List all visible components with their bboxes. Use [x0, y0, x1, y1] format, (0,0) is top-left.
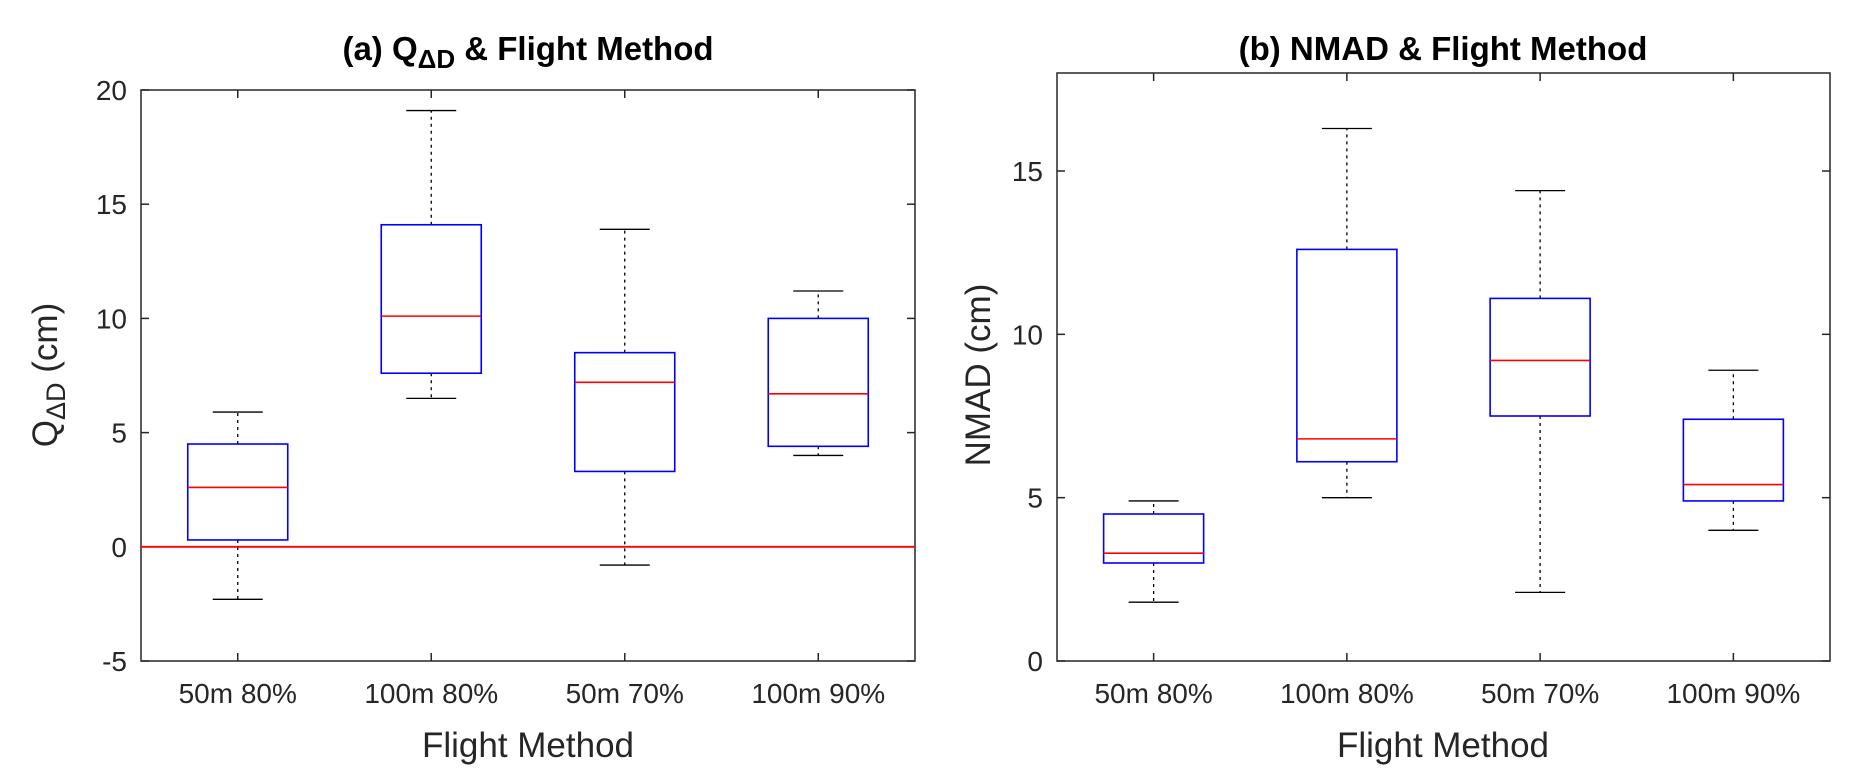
panel-b-title: (b) NMAD & Flight Method — [1239, 30, 1648, 67]
panel-a-boxes — [186, 109, 870, 600]
panel-b-y-tick-label-3: 15 — [1012, 156, 1043, 187]
panel-a-iqr-box-0 — [186, 443, 289, 541]
panel-a-x-ticks: 50m 80% 100m 80% 50m 70% 100m 90% — [179, 90, 885, 709]
panel-a-box-1 — [380, 109, 483, 399]
panel-a-x-tick-label-3: 100m 90% — [751, 678, 885, 709]
panel-a-y-ticks: -5 0 5 10 15 20 — [96, 75, 915, 677]
panel-a-title: (a) QΔD & Flight Method — [342, 30, 713, 74]
panel-b-x-tick-label-1: 100m 80% — [1280, 678, 1414, 709]
panel-a-y-tick-label-5: 20 — [96, 75, 127, 106]
panel-a-y-tick-label-3: 10 — [96, 303, 127, 334]
panel-a-x-axis-label: Flight Method — [422, 726, 634, 765]
panel-b-x-axis-label: Flight Method — [1337, 726, 1549, 765]
panel-b-boxes — [1102, 127, 1785, 603]
panel-b-x-tick-label-0: 50m 80% — [1094, 678, 1212, 709]
panel-b-y-tick-label-1: 5 — [1027, 483, 1043, 514]
panel-b-iqr-box-1 — [1296, 248, 1398, 463]
panel-b-box-3 — [1682, 369, 1785, 531]
panel-a-box-2 — [573, 228, 676, 566]
panel-b-y-axis-label: NMAD (cm) — [959, 284, 998, 467]
panel-b-iqr-box-3 — [1682, 418, 1785, 502]
panel-a-box-0 — [186, 411, 289, 600]
panel-a-x-tick-label-1: 100m 80% — [364, 678, 498, 709]
panel-b-box-1 — [1296, 127, 1398, 499]
panel-b-box-2 — [1489, 189, 1591, 594]
panel-a-y-tick-label-1: 0 — [111, 532, 127, 563]
panel-a: (a) QΔD & Flight Method -5 0 5 10 15 20 50m 8… — [26, 30, 916, 765]
panel-a-x-tick-label-2: 50m 70% — [566, 678, 684, 709]
panel-a-iqr-box-2 — [573, 351, 676, 473]
panel-b-y-tick-label-2: 10 — [1012, 319, 1043, 350]
panel-a-plot-area — [140, 89, 916, 662]
panel-a-x-tick-label-0: 50m 80% — [179, 678, 297, 709]
panel-b-iqr-box-2 — [1489, 297, 1591, 417]
panel-a-iqr-box-1 — [380, 223, 483, 375]
panel-a-box-3 — [767, 290, 870, 457]
panel-b: (b) NMAD & Flight Method 0 5 10 15 50m 80% 1… — [959, 30, 1831, 765]
panel-b-y-ticks: 0 5 10 15 — [1012, 156, 1830, 677]
panel-b-x-ticks: 50m 80% 100m 80% 50m 70% 100m 90% — [1094, 73, 1800, 709]
panel-a-y-tick-label-0: -5 — [102, 646, 127, 677]
panel-b-x-tick-label-2: 50m 70% — [1481, 678, 1599, 709]
panel-a-iqr-box-3 — [767, 317, 870, 448]
panel-a-y-tick-label-2: 5 — [111, 418, 127, 449]
panel-b-iqr-box-0 — [1102, 513, 1205, 564]
panel-b-box-0 — [1102, 500, 1205, 603]
panel-b-plot-area — [1056, 72, 1831, 662]
panel-a-y-axis-label: QΔD (cm) — [26, 303, 71, 447]
panel-b-y-tick-label-0: 0 — [1027, 646, 1043, 677]
panel-b-x-tick-label-3: 100m 90% — [1666, 678, 1800, 709]
panel-a-y-tick-label-4: 15 — [96, 189, 127, 220]
